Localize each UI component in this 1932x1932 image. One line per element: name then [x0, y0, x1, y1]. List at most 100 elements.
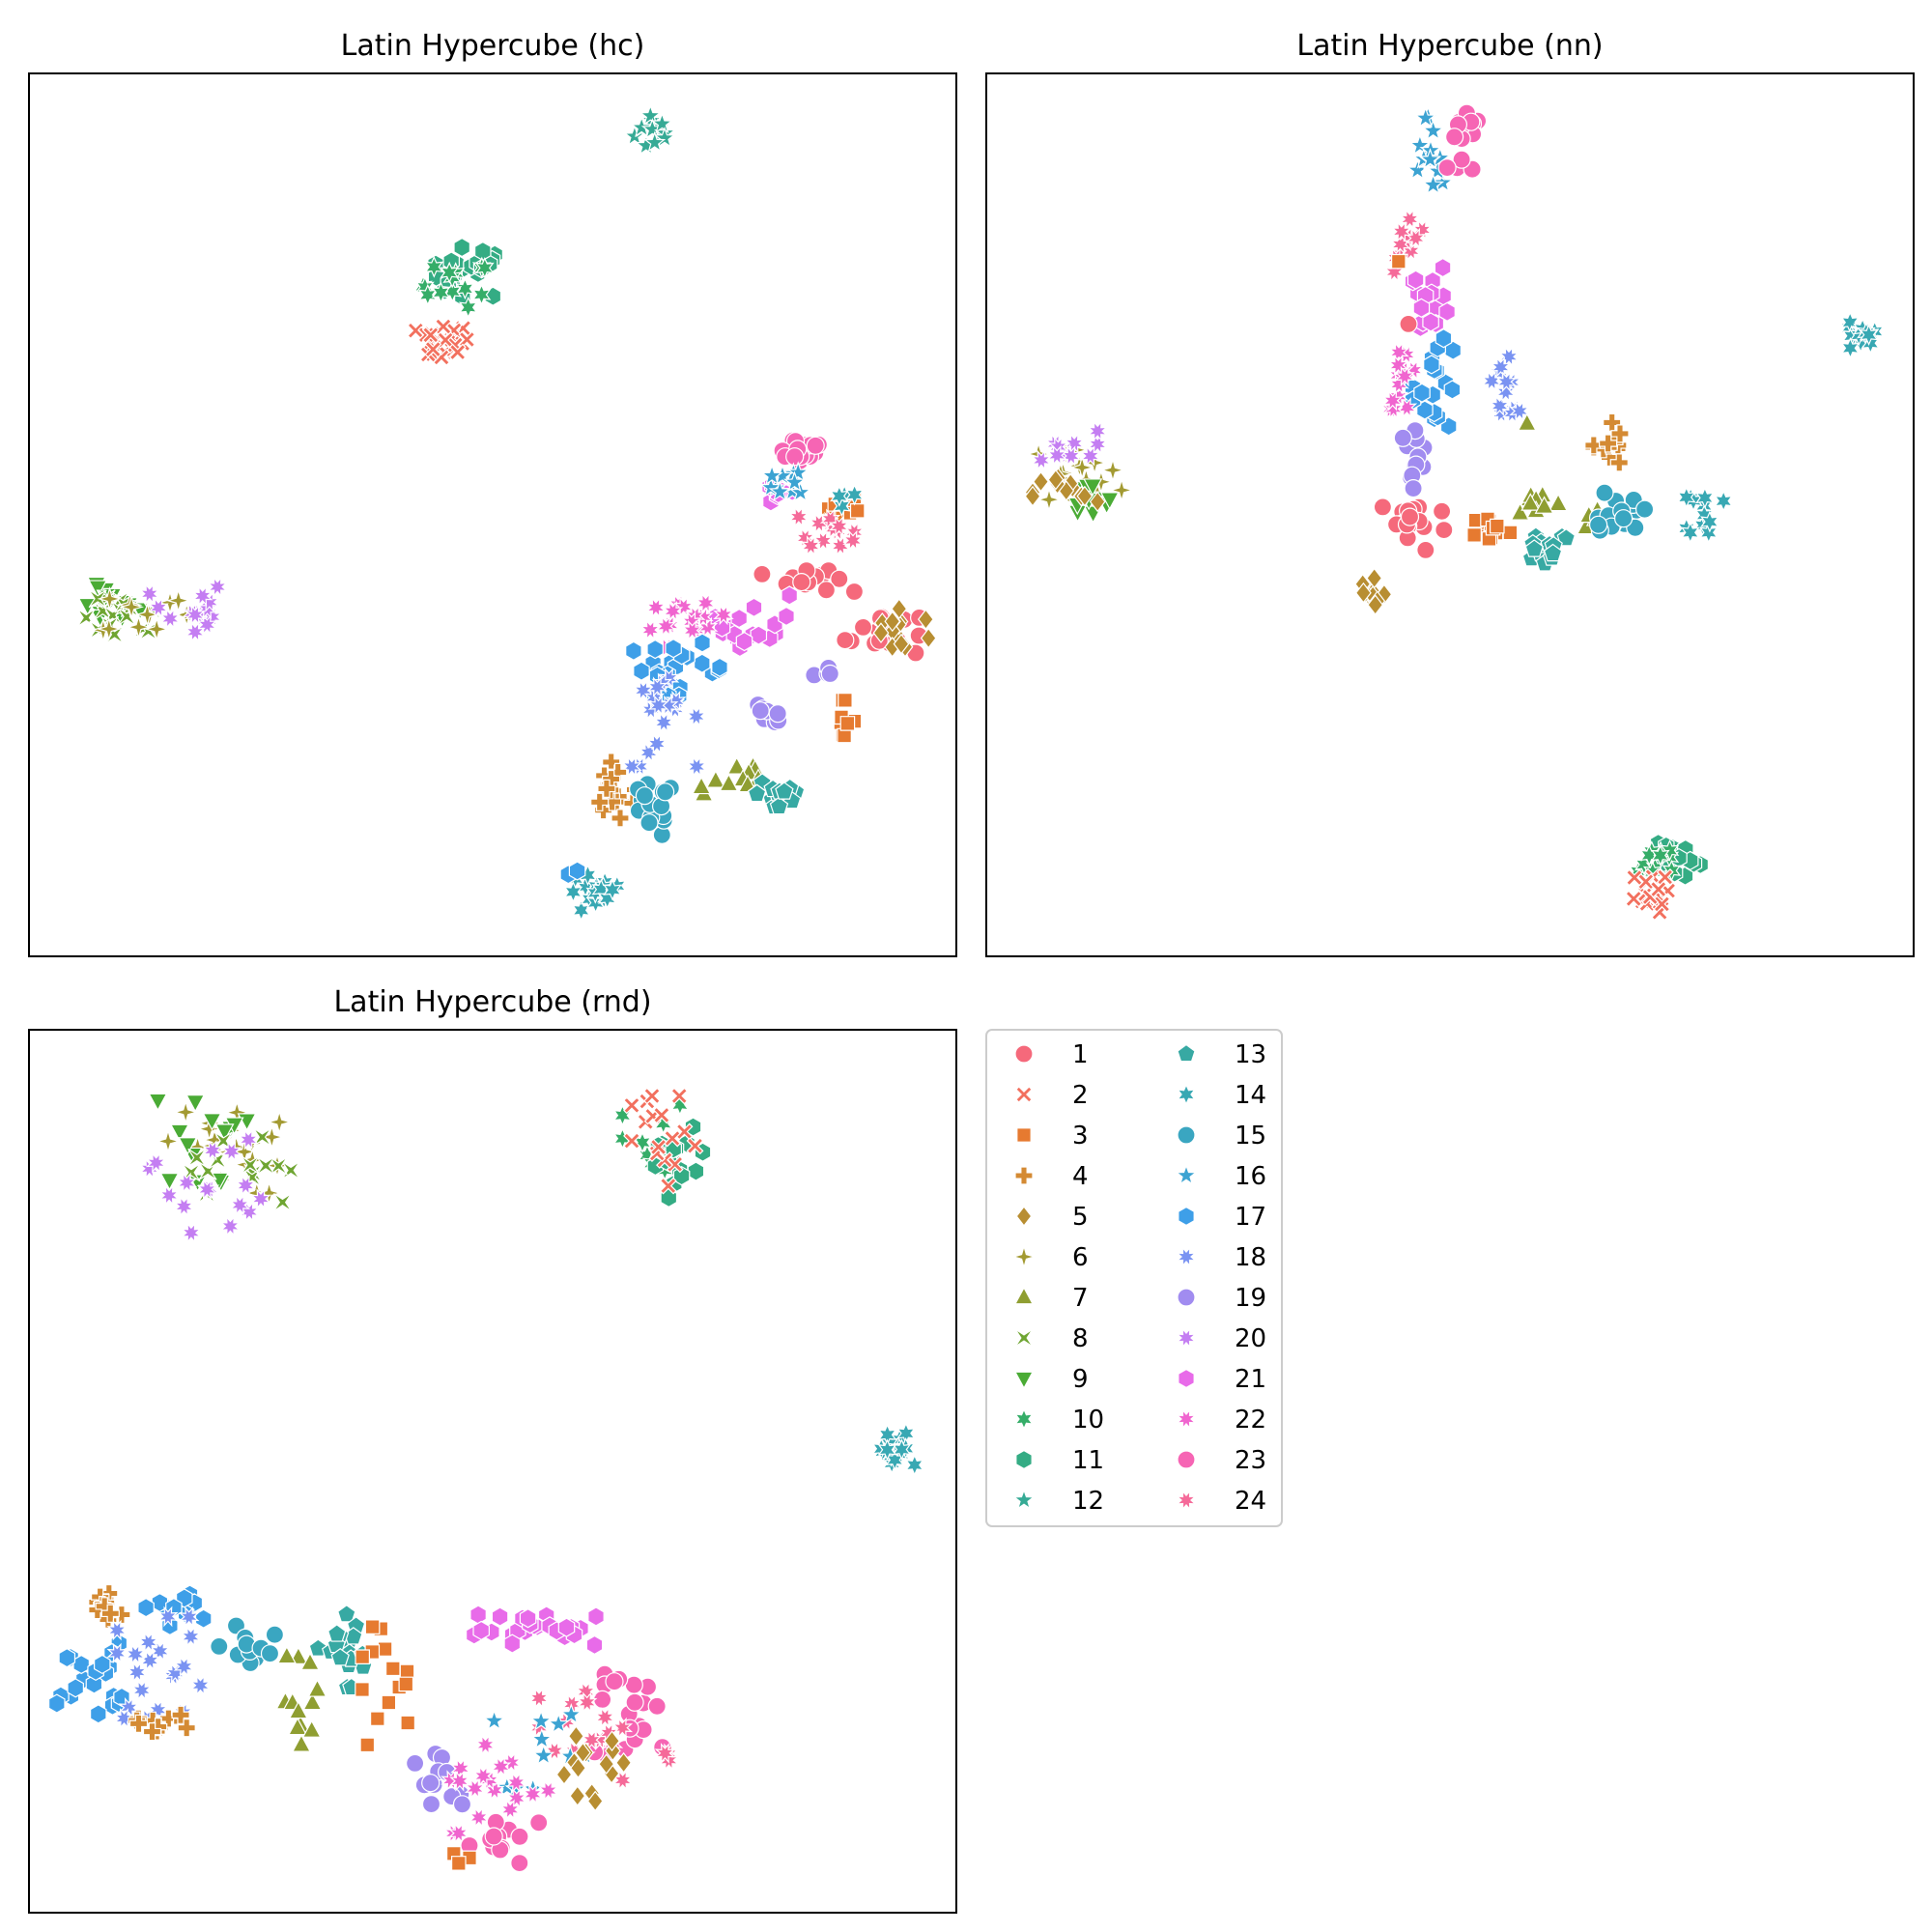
scatter-point-class-20: [185, 621, 206, 643]
scatter-point-class-11: [474, 241, 492, 262]
legend-label-23: 23: [1235, 1446, 1266, 1475]
scatter-point-class-22: [1381, 389, 1404, 412]
legend-label-8: 8: [1072, 1324, 1089, 1353]
scatter-point-class-22: [472, 1765, 495, 1787]
scatter-point-class-17: [625, 640, 642, 661]
legend-marker-17: [1178, 1206, 1195, 1227]
scatter-point-class-18: [629, 755, 651, 778]
scatter-point-class-18: [1495, 371, 1518, 393]
scatter-point-class-22: [500, 1751, 523, 1774]
scatter-point-class-9: [148, 1093, 168, 1112]
legend-box: [985, 1029, 1283, 1527]
scatter-point-class-20: [176, 1172, 198, 1194]
scatter-point-class-22: [499, 1799, 522, 1821]
scatter-point-class-9: [159, 1173, 180, 1191]
scatter-point-class-2: [458, 330, 476, 349]
scatter-point-class-9: [1083, 478, 1103, 497]
scatter-point-class-3: [399, 1663, 415, 1680]
scatter-point-class-18: [106, 1619, 128, 1641]
scatter-point-class-6: [165, 587, 191, 613]
scatter-point-class-24: [1390, 220, 1412, 242]
scatter-point-class-21: [587, 1606, 605, 1627]
scatter-point-class-22: [468, 1806, 490, 1829]
scatter-point-class-20: [181, 1222, 202, 1244]
scatter-point-class-13: [747, 783, 767, 803]
scatter-point-class-16: [1408, 133, 1432, 156]
scatter-point-class-2: [666, 1155, 684, 1174]
scatter-point-class-16: [1418, 148, 1442, 170]
scatter-point-class-6: [232, 1139, 257, 1165]
scatter-point-class-23: [806, 436, 825, 455]
legend-label-20: 20: [1235, 1324, 1266, 1353]
scatter-point-class-10: [455, 277, 475, 300]
scatter-point-class-21: [519, 1608, 537, 1629]
scatter-point-class-18: [1509, 400, 1530, 422]
scatter-point-class-7: [291, 1734, 312, 1752]
scatter-point-class-21: [503, 1634, 522, 1654]
scatter-point-class-18: [130, 1679, 153, 1701]
scatter-point-class-2: [659, 1177, 677, 1195]
scatter-point-class-22: [505, 1772, 527, 1794]
scatter-point-class-17: [665, 639, 682, 659]
scatter-point-class-15: [1588, 515, 1608, 534]
scatter-point-class-13: [330, 1648, 350, 1666]
scatter-point-class-24: [828, 515, 850, 537]
panel-nn: Latin Hypercube (nn): [985, 29, 1915, 957]
scatter-point-class-14: [1698, 521, 1719, 544]
scatter-point-class-4: [593, 801, 613, 820]
scatter-point-class-5: [917, 609, 934, 630]
scatter-point-class-13: [775, 781, 794, 800]
scatter-point-class-17: [67, 1678, 84, 1698]
scatter-point-class-20: [196, 1179, 218, 1201]
scatter-points-hc: [76, 103, 937, 922]
legend-label-2: 2: [1072, 1081, 1089, 1110]
legend-marker-2: [1015, 1086, 1033, 1103]
scatter-point-class-2: [643, 1087, 661, 1105]
scatter-point-class-17: [1413, 383, 1431, 403]
legend-marker-6: [1011, 1244, 1037, 1269]
scatter-point-class-19: [1404, 479, 1423, 498]
scatter-point-class-22: [537, 1779, 559, 1802]
scatter-point-class-21: [469, 1605, 487, 1625]
scatter-point-class-12: [643, 130, 667, 153]
scatter-point-class-2: [623, 1132, 640, 1151]
scatter-point-class-24: [594, 1706, 616, 1728]
legend-label-21: 21: [1235, 1365, 1266, 1394]
scatter-point-class-13: [337, 1605, 356, 1623]
scatter-point-class-17: [58, 1648, 76, 1668]
scatter-point-class-17: [694, 653, 711, 673]
scatter-point-class-14: [1695, 487, 1715, 509]
scatter-point-class-2: [670, 1087, 689, 1105]
scatter-point-class-19: [421, 1794, 441, 1814]
scatter-point-class-17: [137, 1598, 155, 1618]
legend-label-1: 1: [1072, 1040, 1089, 1069]
legend-marker-3: [1016, 1127, 1032, 1143]
legend-label-14: 14: [1235, 1081, 1266, 1110]
scatter-point-class-24: [1383, 261, 1406, 283]
scatter-point-class-18: [646, 733, 668, 754]
scatter-point-class-7: [1510, 502, 1530, 521]
scatter-point-class-5: [920, 627, 937, 649]
scatter-point-class-18: [178, 1605, 200, 1628]
scatter-point-class-4: [590, 792, 610, 811]
legend-label-9: 9: [1072, 1365, 1089, 1394]
panel-title-hc: Latin Hypercube (hc): [341, 29, 645, 63]
scatter-point-class-21: [735, 631, 753, 652]
scatter-point-class-18: [686, 755, 708, 778]
scatter-points-rnd: [48, 1087, 924, 1873]
scatter-point-class-22: [490, 1755, 512, 1777]
scatter-point-class-21: [1412, 298, 1431, 318]
legend-marker-12: [1012, 1488, 1036, 1510]
legend-marker-4: [1014, 1166, 1034, 1185]
legend-marker-23: [1177, 1450, 1196, 1469]
scatter-point-class-5: [598, 1753, 615, 1775]
scatter-point-class-3: [1466, 527, 1482, 543]
scatter-point-class-24: [576, 1691, 598, 1714]
scatter-point-class-5: [1076, 485, 1094, 507]
scatter-point-class-18: [1481, 370, 1503, 392]
scatter-point-class-2: [623, 1096, 640, 1115]
legend-label-6: 6: [1072, 1243, 1089, 1272]
scatter-point-class-21: [778, 606, 795, 627]
scatter-point-class-20: [185, 604, 206, 626]
scatter-point-class-5: [1367, 594, 1384, 615]
